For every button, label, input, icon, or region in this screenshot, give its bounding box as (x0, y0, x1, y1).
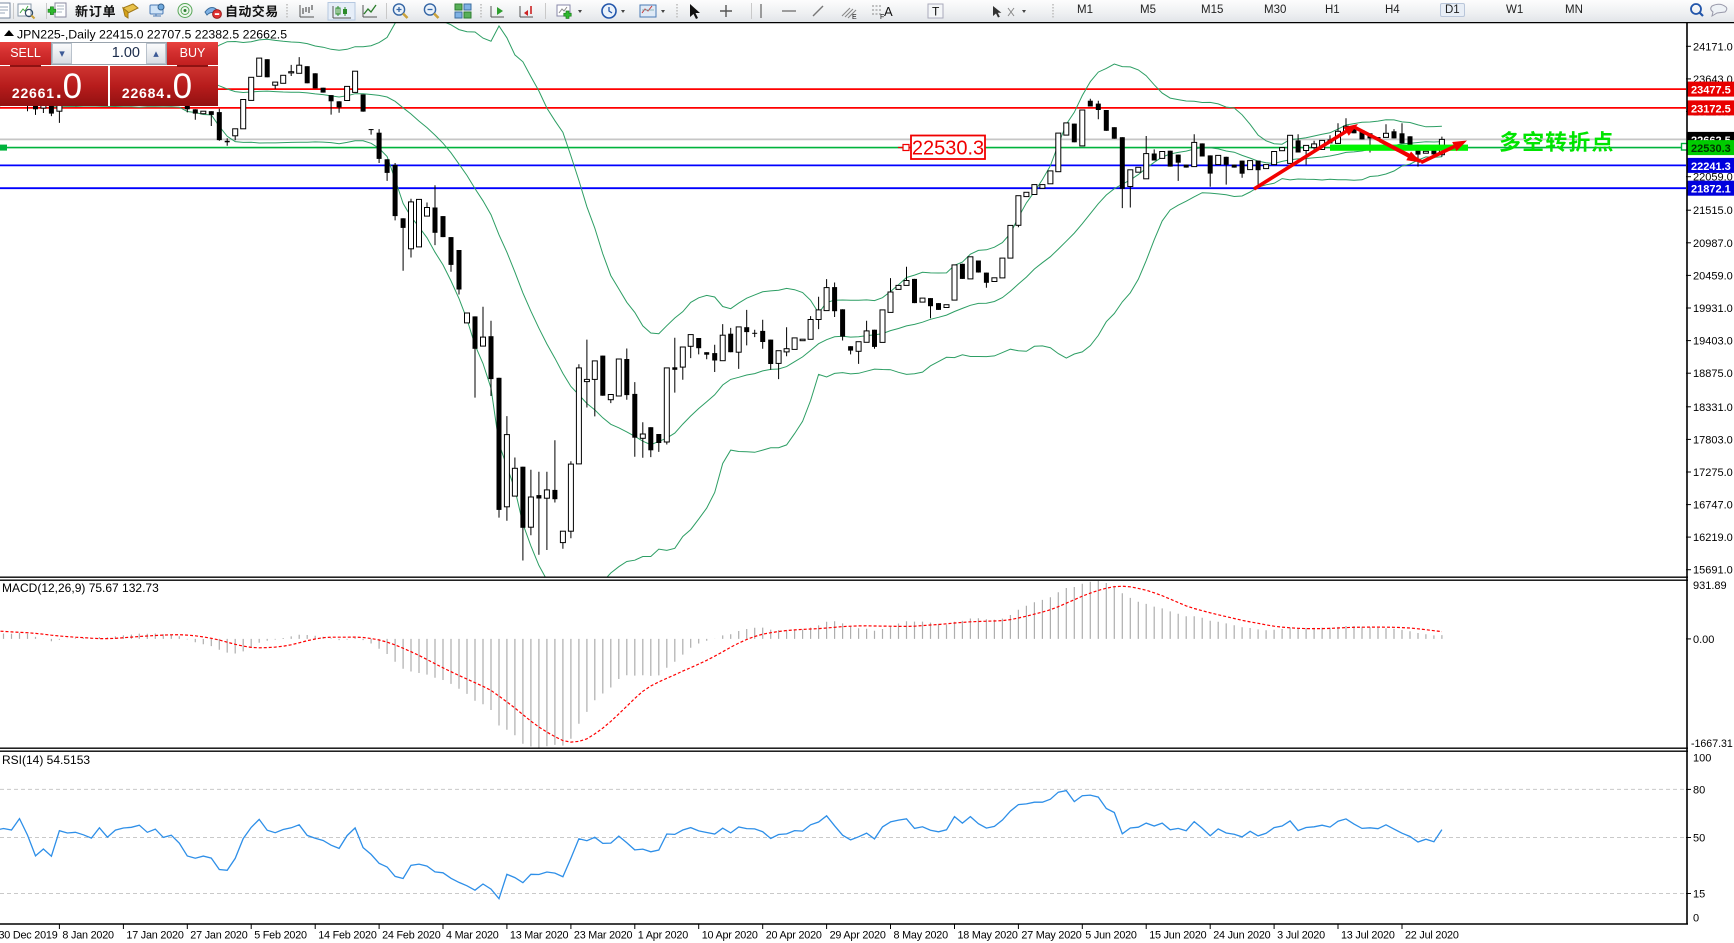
svg-text:F: F (880, 14, 884, 21)
svg-text:80: 80 (1693, 784, 1705, 796)
svg-text:18331.0: 18331.0 (1693, 402, 1733, 414)
svg-text:20987.0: 20987.0 (1693, 238, 1733, 250)
svg-text:8 Jan 2020: 8 Jan 2020 (62, 930, 114, 942)
svg-text:22 Jul 2020: 22 Jul 2020 (1405, 930, 1459, 942)
svg-text:14 Feb 2020: 14 Feb 2020 (318, 930, 377, 942)
svg-text:22530.3: 22530.3 (1691, 143, 1731, 155)
svg-text:RSI(14) 54.5153: RSI(14) 54.5153 (2, 753, 90, 767)
svg-text:29 Apr 2020: 29 Apr 2020 (830, 930, 886, 942)
svg-text:15: 15 (1693, 889, 1705, 901)
svg-text:17803.0: 17803.0 (1693, 434, 1733, 446)
svg-text:23172.5: 23172.5 (1691, 103, 1731, 115)
svg-text:24171.0: 24171.0 (1693, 41, 1733, 53)
svg-text:16747.0: 16747.0 (1693, 500, 1733, 512)
svg-text:21872.1: 21872.1 (1691, 184, 1731, 196)
svg-text:23477.5: 23477.5 (1691, 85, 1731, 97)
svg-text:10 Apr 2020: 10 Apr 2020 (702, 930, 758, 942)
svg-text:5 Jun 2020: 5 Jun 2020 (1085, 930, 1137, 942)
svg-text:T: T (932, 5, 940, 19)
svg-text:16219.0: 16219.0 (1693, 532, 1733, 544)
svg-text:27 Jan 2020: 27 Jan 2020 (190, 930, 247, 942)
svg-text:0.00: 0.00 (1693, 634, 1714, 646)
svg-text:19403.0: 19403.0 (1693, 336, 1733, 348)
svg-text:A: A (884, 4, 893, 19)
svg-text:8 May 2020: 8 May 2020 (894, 930, 949, 942)
svg-text:17275.0: 17275.0 (1693, 467, 1733, 479)
svg-text:15691.0: 15691.0 (1693, 565, 1733, 577)
svg-text:50: 50 (1693, 833, 1705, 845)
svg-text:18 May 2020: 18 May 2020 (958, 930, 1018, 942)
svg-text:30 Dec 2019: 30 Dec 2019 (0, 930, 58, 942)
svg-text:13 Jul 2020: 13 Jul 2020 (1341, 930, 1395, 942)
svg-text:27 May 2020: 27 May 2020 (1021, 930, 1081, 942)
svg-text:0: 0 (1693, 913, 1699, 925)
svg-text:1 Apr 2020: 1 Apr 2020 (638, 930, 688, 942)
svg-text:13 Mar 2020: 13 Mar 2020 (510, 930, 569, 942)
svg-text:21515.0: 21515.0 (1693, 205, 1733, 217)
svg-text:-1667.31: -1667.31 (1691, 738, 1733, 750)
svg-text:24 Feb 2020: 24 Feb 2020 (382, 930, 441, 942)
svg-text:E: E (852, 14, 857, 21)
svg-text:100: 100 (1693, 752, 1711, 764)
svg-text:4 Mar 2020: 4 Mar 2020 (446, 930, 499, 942)
svg-text:931.89: 931.89 (1693, 580, 1727, 592)
svg-text:20459.0: 20459.0 (1693, 270, 1733, 282)
svg-text:JPN225-,Daily 22415.0 22707.5: JPN225-,Daily 22415.0 22707.5 22382.5 22… (17, 28, 287, 42)
svg-text:15 Jun 2020: 15 Jun 2020 (1149, 930, 1206, 942)
svg-text:18875.0: 18875.0 (1693, 368, 1733, 380)
svg-text:3 Jul 2020: 3 Jul 2020 (1277, 930, 1325, 942)
svg-text:22241.3: 22241.3 (1691, 161, 1731, 173)
svg-text:22530.3: 22530.3 (912, 138, 984, 160)
svg-text:5 Feb 2020: 5 Feb 2020 (254, 930, 307, 942)
svg-text:24 Jun 2020: 24 Jun 2020 (1213, 930, 1270, 942)
svg-text:20 Apr 2020: 20 Apr 2020 (766, 930, 822, 942)
svg-text:MACD(12,26,9) 75.67 132.73: MACD(12,26,9) 75.67 132.73 (2, 581, 159, 595)
svg-text:17 Jan 2020: 17 Jan 2020 (126, 930, 183, 942)
svg-text:23 Mar 2020: 23 Mar 2020 (574, 930, 633, 942)
svg-text:19931.0: 19931.0 (1693, 303, 1733, 315)
